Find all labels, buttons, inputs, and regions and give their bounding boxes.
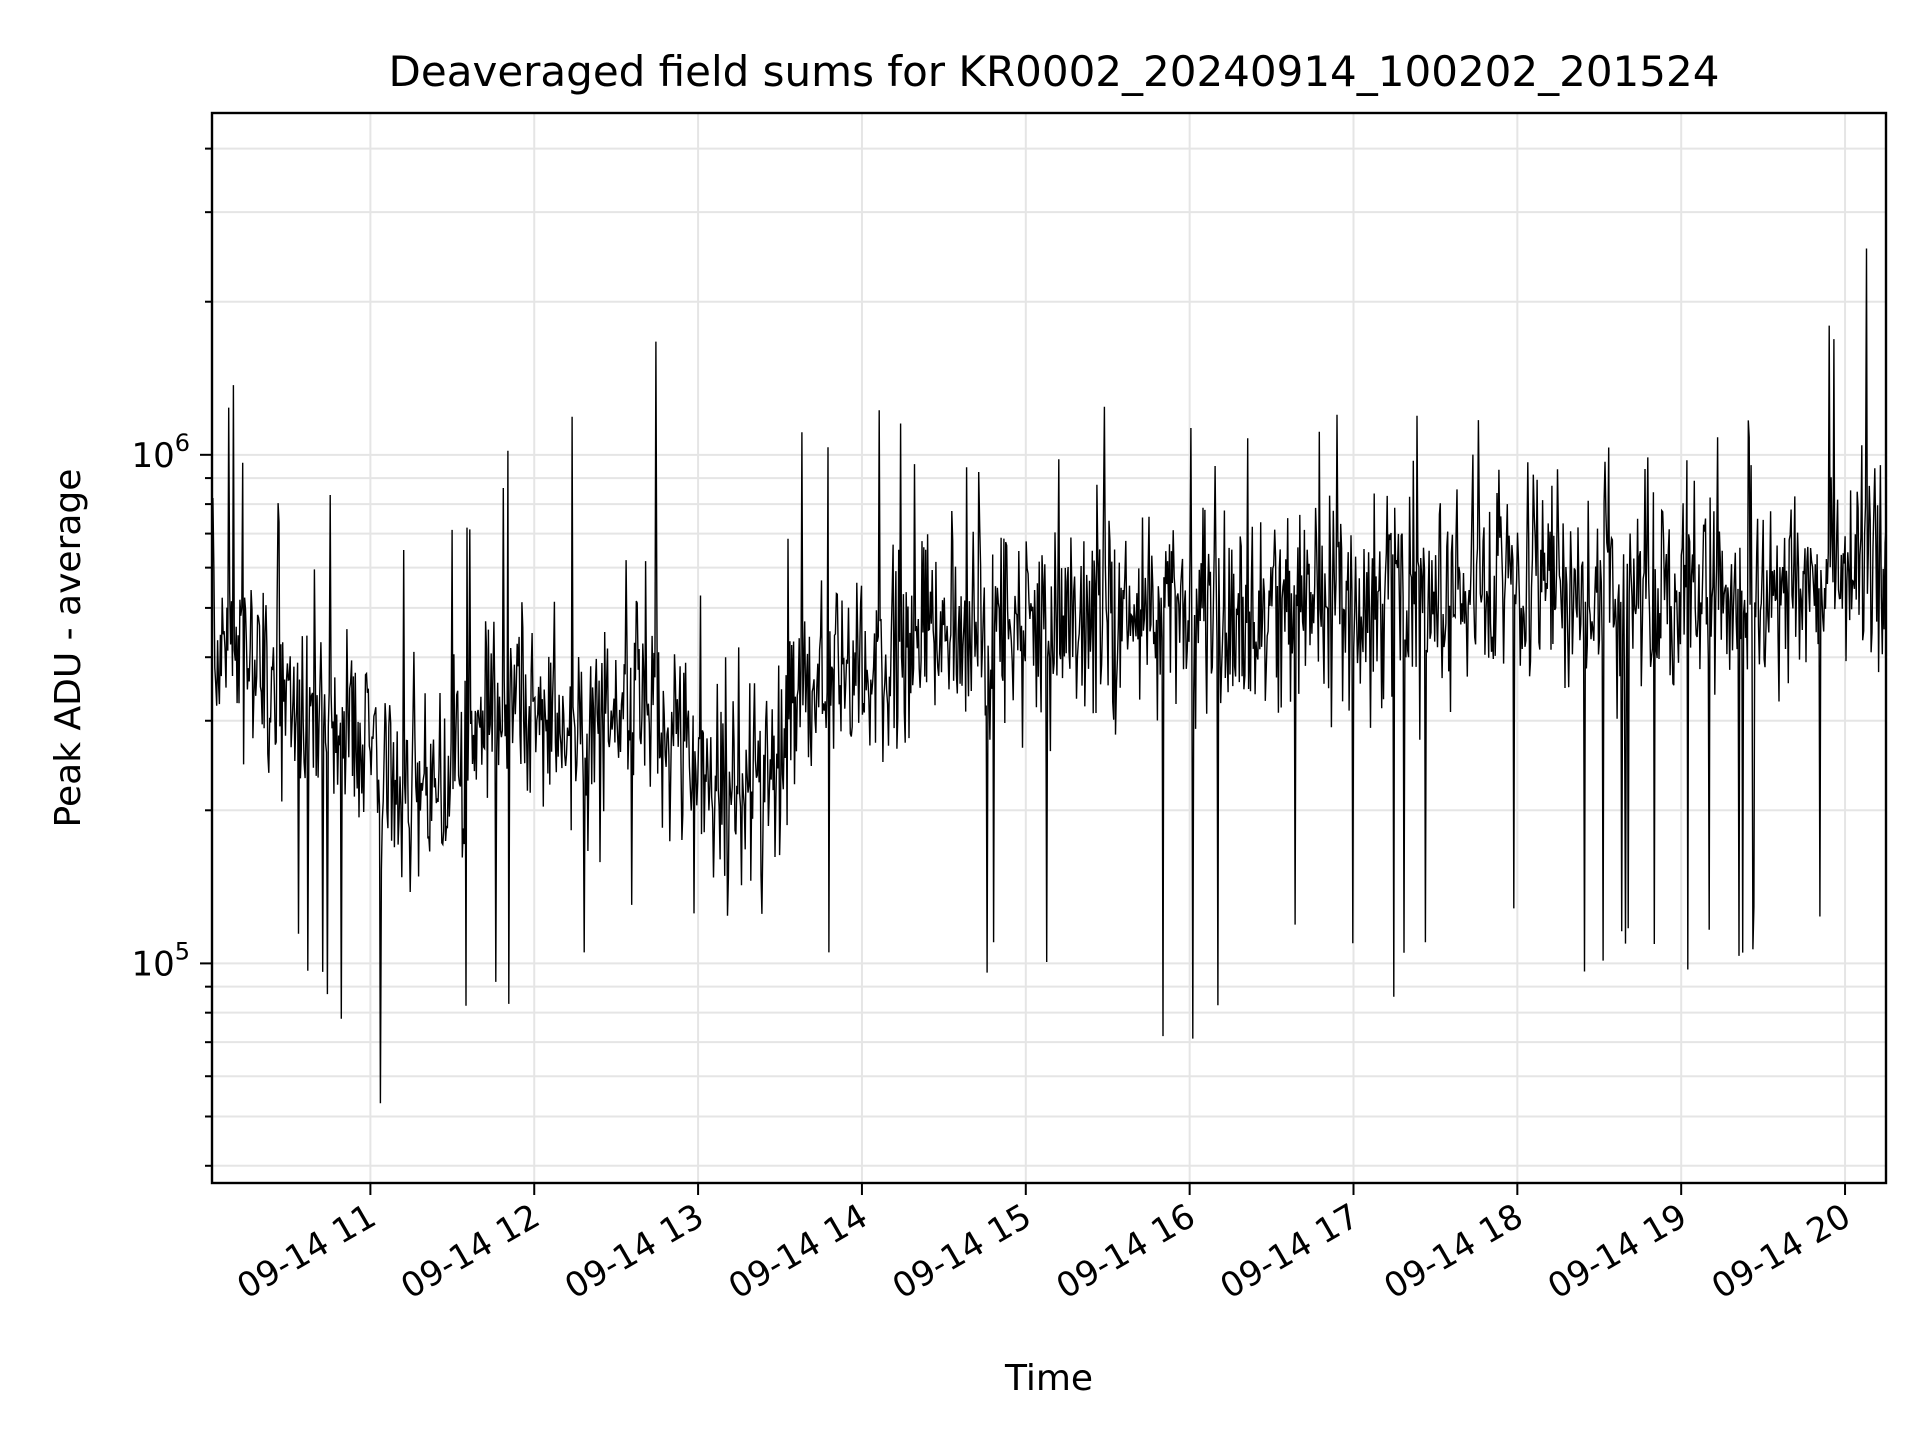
y-tick-base: 10 [131,944,174,984]
x-tick-label: 09-14 15 [886,1196,1038,1307]
y-tick-label: 105 [131,937,190,984]
x-axis: 09-14 11 09-14 12 09-14 13 09-14 14 09-14 15… [230,1183,1858,1307]
chart-title: Deaveraged field sums for KR0002_2024091… [389,47,1720,96]
y-tick-exponent: 5 [175,937,190,965]
plot-frame [210,111,1888,1185]
x-tick-label: 09-14 13 [558,1196,710,1307]
series-line [212,248,1886,1104]
y-tick-exponent: 6 [175,429,190,457]
x-tick-label: 09-14 20 [1705,1196,1857,1307]
y-axis-label: Peak ADU - average [48,469,89,828]
y-tick-label: 106 [131,429,190,476]
x-axis-label: Time [1004,1358,1093,1399]
x-tick-label: 09-14 17 [1214,1196,1366,1307]
x-tick-label: 09-14 12 [394,1196,546,1307]
y-tick-base: 10 [131,436,174,476]
x-tick-label: 09-14 18 [1377,1196,1529,1307]
x-tick-label: 09-14 16 [1050,1196,1202,1307]
x-tick-label: 09-14 14 [722,1196,874,1307]
x-tick-label: 09-14 19 [1541,1196,1693,1307]
x-tick-label: 09-14 11 [230,1196,382,1307]
